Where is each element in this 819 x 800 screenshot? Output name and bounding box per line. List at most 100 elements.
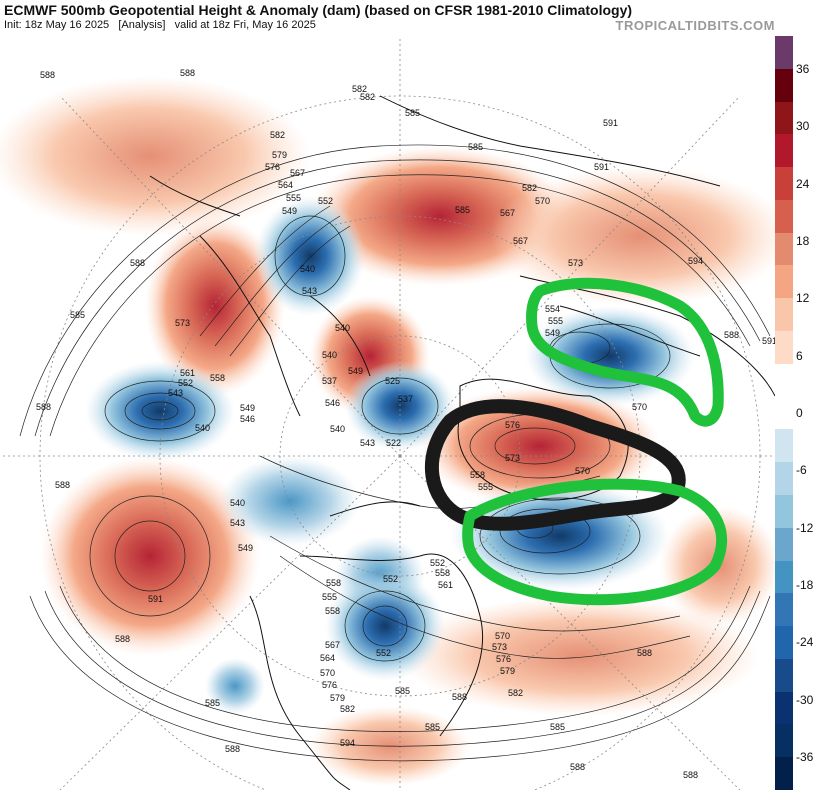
contour-label: 543 (168, 388, 183, 398)
contour-label: 540 (335, 323, 350, 333)
contour-label: 546 (325, 398, 340, 408)
contour-label: 588 (130, 258, 145, 268)
contour-label: 582 (508, 688, 523, 698)
contour-label: 585 (395, 686, 410, 696)
contour-label: 537 (322, 376, 337, 386)
contour-label: 588 (180, 68, 195, 78)
colorbar-label: 36 (796, 61, 810, 76)
colorbar-segment (775, 101, 793, 135)
contour-label: 561 (180, 368, 195, 378)
contour-label: 525 (385, 376, 400, 386)
contour-label: 588 (40, 70, 55, 80)
contour-label: 582 (360, 92, 375, 102)
colorbar-segment (775, 68, 793, 103)
colorbar-segment (775, 724, 793, 758)
contour-label: 552 (178, 378, 193, 388)
contour-label: 567 (513, 236, 528, 246)
contour-label: 558 (326, 578, 341, 588)
contour-label: 594 (688, 256, 703, 266)
contour-label: 552 (376, 648, 391, 658)
contour-label: 585 (405, 108, 420, 118)
colorbar-segment (775, 527, 793, 562)
anomaly-colorbar (775, 36, 793, 791)
contour-label: 555 (286, 193, 301, 203)
contour-label: 555 (548, 316, 563, 326)
contour-label: 540 (322, 350, 337, 360)
contour-label: 564 (278, 180, 293, 190)
geopotential-map: 588 588 582 582 579 576 567 564 555 549 … (0, 36, 775, 790)
contour-label: 582 (352, 84, 367, 94)
contour-label: 567 (500, 208, 515, 218)
contour-label: 579 (330, 693, 345, 703)
contour-label: 588 (452, 692, 467, 702)
colorbar-segment (775, 462, 793, 496)
contour-label: 543 (230, 518, 245, 528)
contour-label: 588 (570, 762, 585, 772)
colorbar-segment (775, 658, 793, 693)
contour-label: 543 (302, 286, 317, 296)
contour-label: 582 (270, 130, 285, 140)
colorbar-label: 30 (796, 119, 810, 134)
warm-anomaly-atlantic (400, 596, 760, 716)
contour-label: 573 (492, 642, 507, 652)
colorbar-label: -6 (796, 463, 807, 478)
colorbar-segment (775, 331, 793, 365)
contour-label: 555 (322, 592, 337, 602)
colorbar-segment (775, 298, 793, 332)
contour-label: 570 (575, 466, 590, 476)
cold-anomaly-bering (85, 361, 235, 461)
colorbar-label: 12 (796, 291, 810, 306)
green-scandinavia-outline (526, 277, 724, 427)
contour-label: 561 (438, 580, 453, 590)
contour-label: 585 (425, 722, 440, 732)
colorbar-segment (775, 494, 793, 529)
colorbar-segment (775, 691, 793, 725)
source-watermark: TROPICALTIDBITS.COM (615, 18, 775, 33)
contour-label: 588 (683, 770, 698, 780)
colorbar-segment (775, 167, 793, 201)
warm-anomaly-siberia (490, 166, 775, 306)
contour-label: 546 (240, 414, 255, 424)
colorbar-label: -30 (796, 692, 814, 707)
colorbar-label: 0 (796, 406, 803, 420)
contour-label: 567 (290, 168, 305, 178)
contour-label: 585 (550, 722, 565, 732)
colorbar-label: -12 (796, 520, 814, 535)
colorbar-segment (775, 593, 793, 627)
colorbar-label: 24 (796, 176, 810, 191)
colorbar-segment (775, 429, 793, 463)
colorbar-label: -24 (796, 635, 814, 650)
black-ridge-outline (424, 399, 686, 531)
contour-label: 570 (320, 668, 335, 678)
colorbar-segment (775, 396, 793, 430)
contour-label: 549 (240, 403, 255, 413)
contour-label: 522 (386, 438, 401, 448)
colorbar-label: 18 (796, 233, 810, 248)
contour-label: 537 (398, 394, 413, 404)
colorbar-segment (775, 757, 793, 791)
contour-label: 582 (340, 704, 355, 714)
height-contours (19, 144, 771, 762)
map-header: ECMWF 500mb Geopotential Height & Anomal… (0, 0, 819, 36)
green-atlantic-outline (462, 478, 728, 606)
contour-label: 558 (210, 373, 225, 383)
colorbar-segment (775, 265, 793, 299)
contour-label: 567 (325, 640, 340, 650)
contour-label: 573 (505, 453, 520, 463)
contour-label: 585 (70, 310, 85, 320)
contour-label: 573 (175, 318, 190, 328)
contour-label: 585 (468, 142, 483, 152)
contour-label: 555 (478, 482, 493, 492)
contour-labels: 588 588 582 582 579 576 567 564 555 549 … (36, 68, 775, 780)
contour-label: 591 (148, 594, 163, 604)
contour-label: 585 (205, 698, 220, 708)
contour-label: 554 (545, 304, 560, 314)
contour-label: 564 (320, 653, 335, 663)
colorbar-segment (775, 626, 793, 660)
colorbar-segment (775, 232, 793, 266)
contour-label: 585 (455, 205, 470, 215)
contour-label: 579 (272, 150, 287, 160)
cold-anomaly-southwest (205, 658, 265, 714)
contour-label: 591 (594, 162, 609, 172)
map-valid-time: Init: 18z May 16 2025 [Analysis] valid a… (4, 19, 316, 31)
